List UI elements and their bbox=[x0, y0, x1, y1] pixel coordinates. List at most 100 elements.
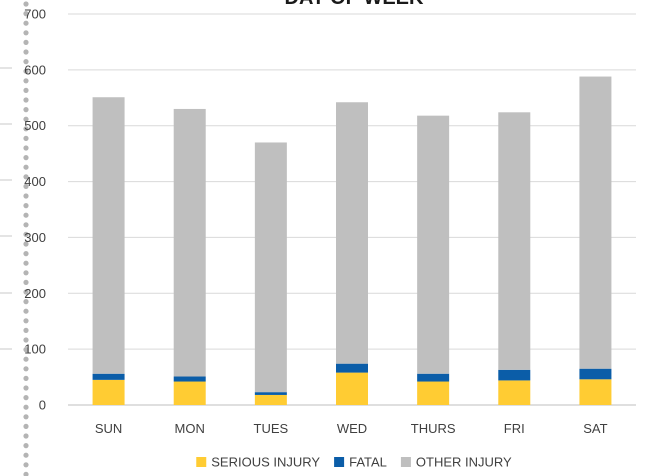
decor-dot bbox=[23, 452, 29, 458]
decor-dot bbox=[23, 193, 29, 199]
decor-dot bbox=[23, 423, 29, 429]
decor-dot bbox=[23, 231, 29, 237]
decor-dot bbox=[23, 97, 29, 103]
y-tick-label: 500 bbox=[24, 118, 46, 133]
y-tick-label: 700 bbox=[24, 7, 46, 22]
bar-segment-serious-injury bbox=[417, 381, 450, 405]
decor-dot bbox=[23, 366, 29, 372]
bar-segment-serious-injury bbox=[498, 380, 531, 405]
decor-dot bbox=[23, 404, 29, 410]
decor-dot bbox=[23, 299, 29, 305]
decor-dot bbox=[23, 337, 29, 343]
decor-dot bbox=[23, 347, 29, 353]
legend-label: SERIOUS INJURY bbox=[211, 455, 320, 470]
decor-dot bbox=[23, 270, 29, 276]
bar-segment-fatal bbox=[498, 369, 531, 381]
legend-label: OTHER INJURY bbox=[416, 455, 512, 470]
y-tick-label: 400 bbox=[24, 174, 46, 189]
bar-segment-serious-injury bbox=[173, 381, 206, 405]
y-tick-label: 600 bbox=[24, 62, 46, 77]
decor-dot bbox=[23, 385, 29, 391]
decor-dot bbox=[23, 308, 29, 314]
decor-dot bbox=[23, 20, 29, 26]
decor-dot bbox=[23, 222, 29, 228]
bar-segment-other-injury bbox=[254, 142, 287, 393]
x-tick-label: SAT bbox=[583, 421, 607, 436]
legend-swatch bbox=[334, 457, 345, 467]
bar-segment-other-injury bbox=[336, 102, 368, 364]
decor-dot bbox=[23, 433, 29, 439]
bar-segment-fatal bbox=[92, 373, 125, 380]
legend-label: FATAL bbox=[349, 455, 387, 470]
bar-segment-other-injury bbox=[173, 108, 206, 377]
bar-segment-other-injury bbox=[417, 115, 450, 374]
decor-dot bbox=[23, 1, 29, 7]
decor-dot bbox=[23, 279, 29, 285]
decor-dot bbox=[23, 116, 29, 122]
decor-dot bbox=[23, 289, 29, 295]
bar-segment-fatal bbox=[579, 368, 612, 380]
decor-dot bbox=[23, 260, 29, 266]
bar-segment-fatal bbox=[417, 373, 450, 382]
bar-segment-serious-injury bbox=[336, 372, 368, 405]
decor-dot bbox=[23, 155, 29, 161]
decor-dot bbox=[23, 174, 29, 180]
x-tick-label: THURS bbox=[411, 421, 456, 436]
decor-dot bbox=[23, 183, 29, 189]
x-axis-ticks: SUN MON TUES WED THURS FRI SAT bbox=[95, 421, 608, 436]
decor-dot bbox=[23, 30, 29, 36]
x-tick-label: MON bbox=[175, 421, 205, 436]
decor-dot bbox=[23, 135, 29, 141]
decor-dot bbox=[23, 78, 29, 84]
bar-segment-serious-injury bbox=[92, 379, 125, 405]
decor-dot bbox=[23, 471, 29, 476]
decor-dot bbox=[23, 59, 29, 65]
x-tick-label: TUES bbox=[254, 421, 289, 436]
y-tick-label: 300 bbox=[24, 230, 46, 245]
decor-dot bbox=[23, 126, 29, 132]
decor-dot bbox=[23, 203, 29, 209]
decor-dot bbox=[23, 443, 29, 449]
y-tick-label: 200 bbox=[24, 286, 46, 301]
legend-swatch bbox=[400, 457, 411, 467]
bar-segment-fatal bbox=[173, 376, 206, 382]
decor-dot bbox=[23, 395, 29, 401]
bar-segment-fatal bbox=[336, 363, 368, 373]
bar-segment-serious-injury bbox=[579, 379, 612, 405]
decor-dot bbox=[23, 49, 29, 55]
y-tick-label: 100 bbox=[24, 342, 46, 357]
decor-dot bbox=[23, 462, 29, 468]
left-dotted-border bbox=[0, 1, 29, 476]
legend: SERIOUS INJURY FATAL OTHER INJURY bbox=[196, 455, 512, 470]
bar-segment-other-injury bbox=[579, 76, 612, 369]
decor-dot bbox=[23, 241, 29, 247]
bars bbox=[92, 76, 612, 405]
decor-dot bbox=[23, 318, 29, 324]
decor-dot bbox=[23, 107, 29, 113]
x-tick-label: WED bbox=[337, 421, 367, 436]
decor-dot bbox=[23, 39, 29, 46]
legend-swatch bbox=[196, 457, 207, 467]
chart-title: DAY OF WEEK bbox=[285, 0, 424, 9]
decor-dot bbox=[23, 145, 29, 151]
bar-segment-fatal bbox=[254, 392, 287, 395]
decor-dot bbox=[23, 414, 29, 420]
decor-dot bbox=[23, 11, 29, 17]
decor-dot bbox=[23, 356, 29, 362]
x-tick-label: FRI bbox=[504, 421, 525, 436]
y-tick-label: 0 bbox=[39, 398, 46, 413]
bar-segment-other-injury bbox=[498, 112, 531, 370]
decor-dot bbox=[23, 164, 29, 170]
bar-segment-other-injury bbox=[92, 97, 125, 374]
y-axis-ticks: 0 100 200 300 400 500 600 700 bbox=[24, 7, 46, 413]
x-tick-label: SUN bbox=[95, 421, 122, 436]
decor-dot bbox=[23, 327, 29, 333]
decor-dot bbox=[23, 68, 29, 74]
bar-segment-serious-injury bbox=[254, 394, 287, 405]
decor-dot bbox=[23, 212, 29, 218]
decor-dot bbox=[23, 87, 29, 93]
decor-dot bbox=[23, 251, 29, 257]
decor-dot bbox=[23, 375, 29, 381]
